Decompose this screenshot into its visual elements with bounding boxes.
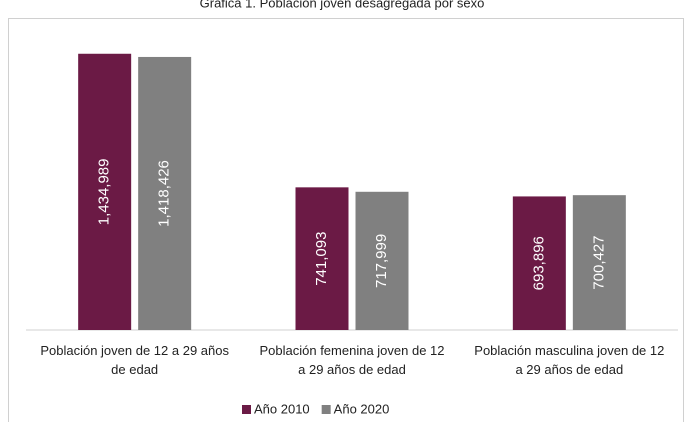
legend-swatch: [321, 405, 331, 414]
legend-swatch: [242, 405, 251, 414]
bar: [355, 191, 409, 330]
legend-label: Año 2020: [334, 401, 390, 416]
x-tick-label: Población femenina joven de 12 a 29 años …: [259, 343, 444, 377]
bar: [78, 53, 132, 330]
bar: [138, 56, 192, 330]
x-tick-label: Población masculina joven de 12 a 29 años…: [474, 343, 664, 377]
data-label: 717,999: [373, 234, 390, 288]
x-tick-label: Población joven de 12 a 29 años de edad: [40, 343, 229, 377]
chart-title: Gráfica 1. Población joven desagregada p…: [200, 0, 485, 10]
bar: [512, 196, 566, 330]
data-label: 700,427: [590, 235, 607, 289]
bar: [295, 187, 349, 330]
data-label: 741,093: [313, 232, 330, 286]
bar: [572, 195, 626, 330]
legend-label: Año 2010: [254, 401, 310, 416]
data-label: 693,896: [530, 236, 547, 290]
data-label: 1,434,989: [96, 159, 113, 226]
data-label: 1,418,426: [156, 160, 173, 227]
